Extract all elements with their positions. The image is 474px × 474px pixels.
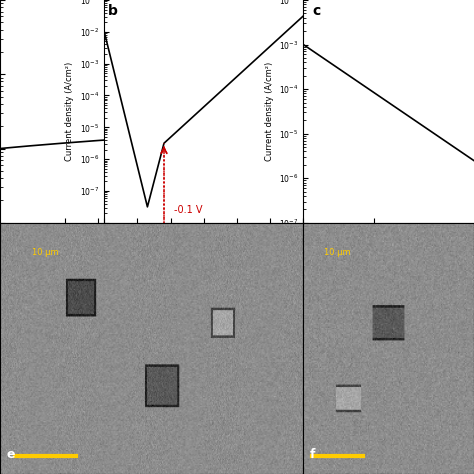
Text: e: e [6,448,15,462]
X-axis label: Applied voltage / V (vs. Ag/AgCl): Applied voltage / V (vs. Ag/AgCl) [135,242,273,251]
Text: 10 μm: 10 μm [324,248,351,257]
Text: c: c [312,4,320,18]
Text: f: f [310,448,316,462]
Text: -0.1 V: -0.1 V [174,205,202,215]
Y-axis label: Current density (A/cm²): Current density (A/cm²) [65,62,74,161]
Text: b: b [108,4,118,18]
Y-axis label: Current density (A/cm²): Current density (A/cm²) [264,62,273,161]
Text: 10 μm: 10 μm [32,248,59,257]
